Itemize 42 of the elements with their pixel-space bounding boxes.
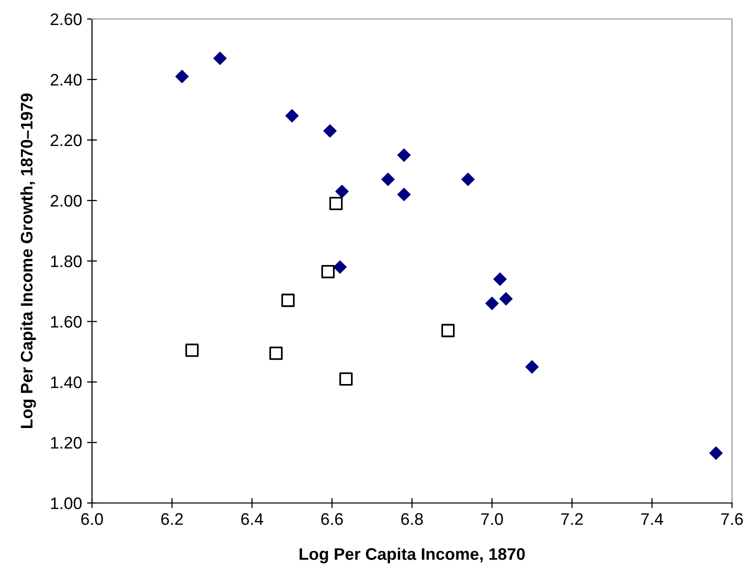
- x-tick-label: 7.0: [481, 513, 503, 525]
- point: [485, 296, 499, 310]
- point: [213, 52, 227, 66]
- point: [525, 360, 539, 374]
- point: [281, 294, 295, 307]
- x-tick-label: 6.2: [161, 513, 183, 525]
- y-tick-label: 1.80: [51, 255, 82, 268]
- point: [333, 260, 347, 274]
- point: [335, 184, 349, 198]
- point: [175, 70, 189, 84]
- x-tick-label: 7.2: [561, 513, 583, 525]
- point: [269, 346, 283, 360]
- point: [397, 188, 411, 202]
- y-tick-label: 1.40: [51, 376, 82, 388]
- y-tick-label: 2.20: [50, 134, 82, 146]
- x-tick-label: 6.8: [401, 513, 423, 525]
- x-tick-label: 6.0: [81, 513, 103, 525]
- x-tick-label: 6.4: [241, 513, 264, 525]
- y-axis-title: Log Per Capita Income Growth, 1870–1979: [20, 93, 36, 428]
- y-tick-label: 2.40: [50, 74, 82, 86]
- y-tick-label: 2.60: [50, 13, 82, 26]
- point: [493, 272, 507, 286]
- point: [339, 372, 353, 386]
- point: [461, 172, 475, 186]
- point: [323, 124, 337, 138]
- y-tick-label: 1.00: [51, 497, 82, 510]
- point: [321, 264, 335, 278]
- point: [441, 324, 455, 338]
- x-tick-label: 7.6: [721, 513, 743, 525]
- point: [185, 344, 199, 357]
- point: [329, 196, 343, 210]
- x-axis-title: Log Per Capita Income, 1870: [300, 548, 525, 564]
- x-tick-label: 7.4: [641, 513, 664, 525]
- y-tick-label: 1.20: [51, 436, 82, 449]
- point: [397, 148, 411, 162]
- point: [499, 292, 513, 306]
- x-tick-label: 6.6: [321, 513, 343, 525]
- point: [285, 109, 299, 123]
- y-tick-label: 2.00: [50, 194, 82, 207]
- point: [381, 172, 395, 186]
- point: [709, 446, 723, 460]
- y-tick-label: 1.60: [51, 316, 82, 328]
